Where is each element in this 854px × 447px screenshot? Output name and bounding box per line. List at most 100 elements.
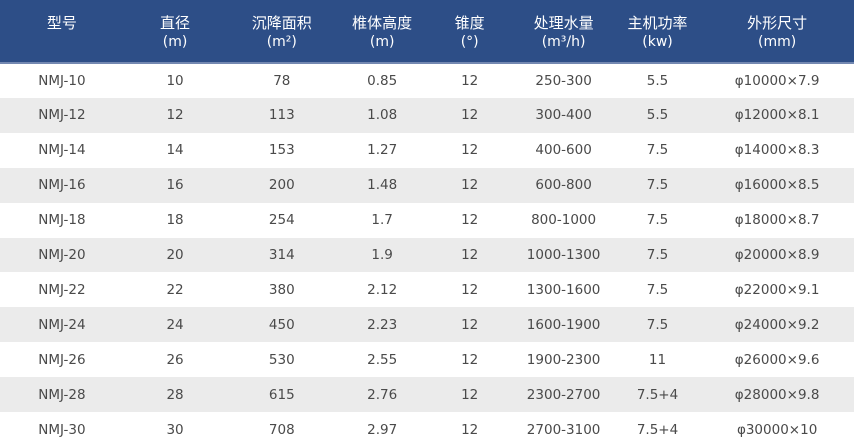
table-row: NMJ-18 18 254 1.7 12 800-1000 7.5 φ18000×8.7 <box>0 202 854 238</box>
table-cell: 20 <box>123 237 227 273</box>
table-cell: NMJ-14 <box>0 132 124 168</box>
column-header-1: 型号 <box>0 0 124 64</box>
table-cell: 30 <box>123 412 227 447</box>
table-cell: 7.5 <box>614 272 701 308</box>
table-cell: 22 <box>123 272 227 308</box>
table-row: NMJ-20 20 314 1.9 12 1000-1300 7.5 φ20000×8.9 <box>0 237 854 273</box>
column-header-6: 处理水量 (m³/h) <box>512 0 615 64</box>
table-row: NMJ-12 12 113 1.08 12 300-400 5.5 φ12000×8.1 <box>0 97 854 133</box>
table-cell: 11 <box>614 342 701 378</box>
table-cell: 1900-2300 <box>512 342 615 378</box>
table-row: NMJ-14 14 153 1.27 12 400-600 7.5 φ14000×8.3 <box>0 132 854 168</box>
table-cell: 12 <box>426 307 513 343</box>
table-row: NMJ-26 26 530 2.55 12 1900-2300 11 φ26000×9.6 <box>0 342 854 378</box>
table-row: NMJ-10 10 78 0.85 12 250-300 5.5 φ10000×7.9 <box>0 63 854 98</box>
table-cell: 78 <box>226 63 338 98</box>
table-cell: 2.76 <box>337 377 427 413</box>
table-cell: NMJ-16 <box>0 167 124 203</box>
table-cell: 1.27 <box>337 132 427 168</box>
column-title: 外形尺寸 <box>747 14 808 32</box>
table-cell: NMJ-26 <box>0 342 124 378</box>
table-cell: 12 <box>426 132 513 168</box>
table-cell: 12 <box>426 412 513 447</box>
table-cell: 300-400 <box>512 97 615 133</box>
table-cell: 28 <box>123 377 227 413</box>
table-cell: 250-300 <box>512 63 615 98</box>
table-cell: 254 <box>226 202 338 238</box>
table-cell: φ22000×9.1 <box>700 272 854 308</box>
table-cell: 18 <box>123 202 227 238</box>
table-cell: 600-800 <box>512 167 615 203</box>
table-cell: 12 <box>123 97 227 133</box>
column-unit: (m) <box>162 34 188 51</box>
column-title: 型号 <box>46 14 77 32</box>
column-header-3: 沉降面积 (m²) <box>226 0 338 64</box>
table-cell: 1.7 <box>337 202 427 238</box>
table-cell: 314 <box>226 237 338 273</box>
table-cell: 113 <box>226 97 338 133</box>
table-cell: 14 <box>123 132 227 168</box>
table-cell: 1.08 <box>337 97 427 133</box>
column-title: 主机功率 <box>627 14 688 32</box>
column-unit: (mm) <box>758 34 797 51</box>
table-cell: 12 <box>426 63 513 98</box>
column-header-7: 主机功率 (kw) <box>614 0 701 64</box>
table-cell: 12 <box>426 377 513 413</box>
column-unit: (m³/h) <box>541 34 586 51</box>
column-header-4: 椎体高度 (m) <box>337 0 427 64</box>
table-cell: 2700-3100 <box>512 412 615 447</box>
column-title: 椎体高度 <box>352 14 413 32</box>
table-cell: φ26000×9.6 <box>700 342 854 378</box>
table-cell: φ16000×8.5 <box>700 167 854 203</box>
table-cell: 153 <box>226 132 338 168</box>
table-cell: 7.5 <box>614 237 701 273</box>
table-cell: 450 <box>226 307 338 343</box>
table-cell: 615 <box>226 377 338 413</box>
table-cell: NMJ-10 <box>0 63 124 98</box>
table-cell: 24 <box>123 307 227 343</box>
table-cell: 7.5 <box>614 167 701 203</box>
table-cell: 1000-1300 <box>512 237 615 273</box>
table-cell: φ18000×8.7 <box>700 202 854 238</box>
column-unit: (°) <box>460 34 479 51</box>
table-cell: NMJ-18 <box>0 202 124 238</box>
table-header: 型号 直径 (m) 沉降面积 (m²) 椎体高度 (m) 锥度 (°) 处理水量 (m³/h) 主机功… <box>0 0 854 64</box>
table-cell: 1.9 <box>337 237 427 273</box>
table-cell: 1600-1900 <box>512 307 615 343</box>
table-cell: 1300-1600 <box>512 272 615 308</box>
column-title: 直径 <box>160 14 191 32</box>
table-row: NMJ-28 28 615 2.76 12 2300-2700 7.5+4 φ28000×9.… <box>0 377 854 413</box>
table-cell: 12 <box>426 237 513 273</box>
table-cell: 2.23 <box>337 307 427 343</box>
table-cell: 12 <box>426 202 513 238</box>
table-cell: 12 <box>426 342 513 378</box>
column-title: 沉降面积 <box>251 14 312 32</box>
table-cell: 708 <box>226 412 338 447</box>
table-cell: 12 <box>426 97 513 133</box>
column-header-2: 直径 (m) <box>123 0 227 64</box>
table-cell: 2300-2700 <box>512 377 615 413</box>
table-cell: NMJ-28 <box>0 377 124 413</box>
table-cell: 2.55 <box>337 342 427 378</box>
table-cell: NMJ-20 <box>0 237 124 273</box>
table-cell: 16 <box>123 167 227 203</box>
table-cell: NMJ-24 <box>0 307 124 343</box>
column-header-8: 外形尺寸 (mm) <box>700 0 854 64</box>
table-cell: 200 <box>226 167 338 203</box>
table-cell: 26 <box>123 342 227 378</box>
table-body: NMJ-10 10 78 0.85 12 250-300 5.5 φ10000×7.9 NMJ-… <box>0 63 854 447</box>
column-unit: (kw) <box>642 34 673 51</box>
table-cell: φ30000×10 <box>700 412 854 447</box>
column-header-5: 锥度 (°) <box>426 0 513 64</box>
table-cell: 7.5 <box>614 132 701 168</box>
table-cell: φ10000×7.9 <box>700 63 854 98</box>
table-cell: 1.48 <box>337 167 427 203</box>
column-title: 处理水量 <box>533 14 594 32</box>
table-cell: NMJ-30 <box>0 412 124 447</box>
table-cell: 7.5+4 <box>614 377 701 413</box>
table-cell: 2.97 <box>337 412 427 447</box>
table-cell: 5.5 <box>614 63 701 98</box>
table-cell: 800-1000 <box>512 202 615 238</box>
table-cell: NMJ-22 <box>0 272 124 308</box>
